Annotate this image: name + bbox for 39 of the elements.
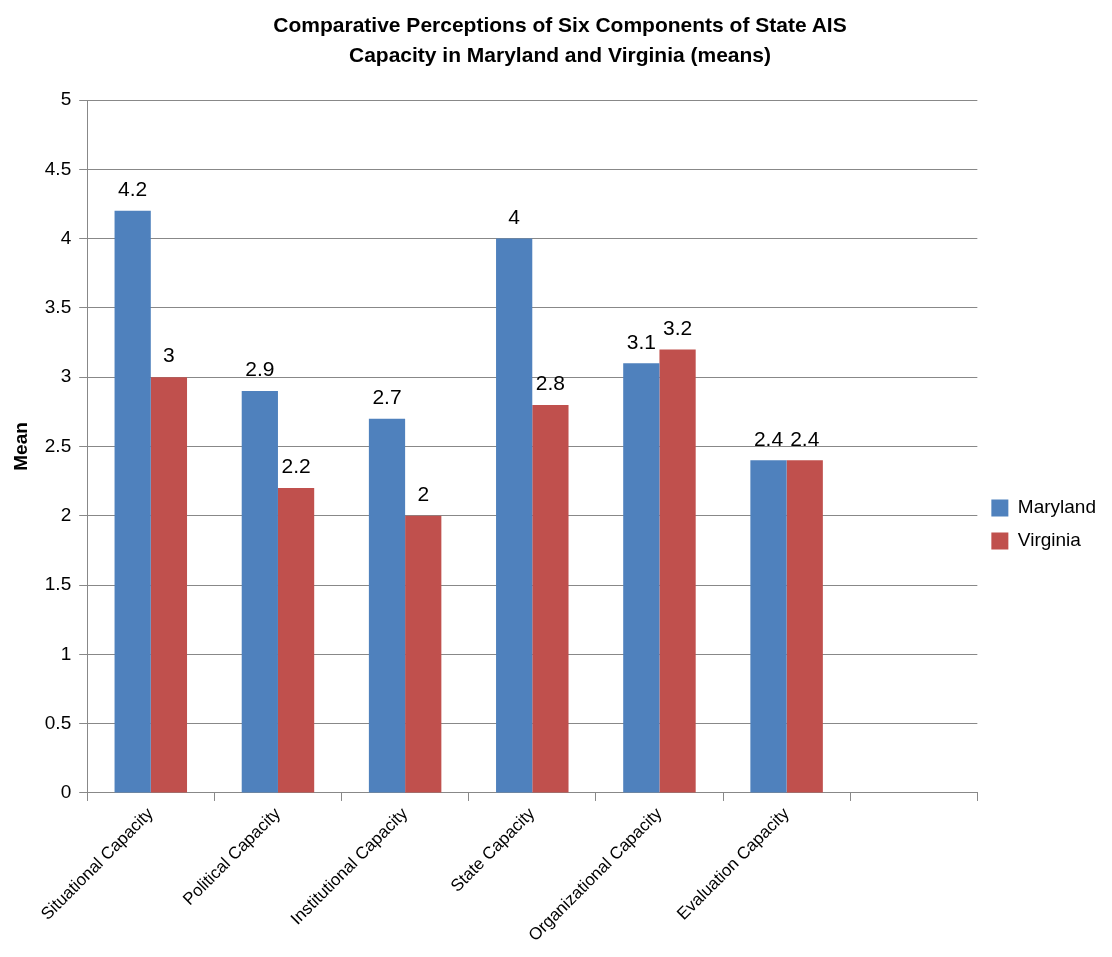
y-tick-label: 3 [60, 365, 72, 387]
data-label: 2 [417, 482, 430, 506]
bar [659, 349, 696, 793]
data-label: 2.7 [372, 385, 402, 409]
bar [150, 377, 188, 793]
data-label: 2.4 [753, 426, 784, 450]
y-axis-title: Mean [9, 422, 31, 471]
bar [786, 460, 823, 793]
legend-label: Virginia [1017, 529, 1082, 551]
bar [405, 515, 442, 793]
y-tick-label: 5 [60, 88, 72, 110]
y-tick-label: 1.5 [44, 573, 72, 595]
legend-label: Maryland [1017, 496, 1097, 518]
bar [496, 238, 533, 793]
data-label: 3.2 [662, 315, 693, 339]
bar [241, 391, 278, 793]
y-tick-label: 2 [60, 504, 72, 526]
y-tick-label: 0 [60, 781, 72, 803]
bar [114, 210, 151, 793]
chart-title: Comparative Perceptions of Six Components of State AIS Capacity in Maryland and Virginia (means) [272, 12, 848, 68]
data-label: 3 [163, 343, 175, 367]
data-label: 2.2 [281, 454, 311, 478]
bar [368, 418, 406, 793]
bar [750, 460, 787, 793]
data-label: 4 [508, 204, 521, 228]
data-label: 2.8 [535, 371, 566, 395]
data-label: 2.4 [790, 426, 820, 450]
y-tick-label: 4.5 [44, 157, 72, 179]
bar [277, 488, 315, 793]
y-tick-label: 3.5 [44, 296, 72, 318]
data-label: 3.1 [626, 329, 656, 353]
bar [532, 404, 569, 793]
y-tick-label: 1 [60, 642, 72, 664]
y-tick-label: 0.5 [44, 711, 72, 733]
data-label: 2.9 [245, 357, 275, 381]
y-tick-label: 4 [60, 226, 72, 248]
bar [623, 363, 660, 793]
data-label: 4.2 [118, 177, 148, 201]
y-tick-label: 2.5 [44, 434, 72, 456]
